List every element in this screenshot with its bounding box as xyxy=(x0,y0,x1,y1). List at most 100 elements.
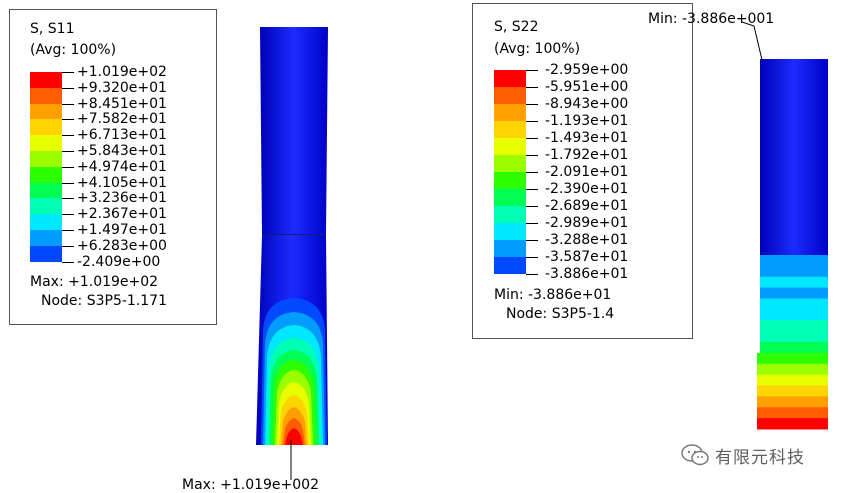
legend-value-label: +4.974e+01 xyxy=(77,158,167,175)
legend-tick xyxy=(62,87,74,89)
contour-band xyxy=(760,265,828,278)
legend-band xyxy=(30,182,62,199)
max-callout-leader xyxy=(290,440,292,480)
legend-tick xyxy=(526,104,538,105)
legend-value-label: -2.409e+00 xyxy=(77,253,161,270)
legend-value-label: -1.792e+01 xyxy=(545,147,629,163)
contour-band xyxy=(760,255,828,267)
contour-band xyxy=(757,352,828,365)
legend-ticks xyxy=(526,70,538,275)
legend-value-label: +1.497e+01 xyxy=(77,222,167,238)
contour-band xyxy=(757,418,828,430)
legend-band xyxy=(494,189,526,206)
contour-band xyxy=(760,309,828,321)
legend-value-label: +6.713e+01 xyxy=(77,127,167,144)
legend-band xyxy=(30,72,62,88)
legend-tick xyxy=(62,230,74,231)
legend-averaging: (Avg: 100%) xyxy=(494,41,581,57)
legend-value-label: -1.493e+01 xyxy=(545,130,629,146)
legend-band xyxy=(30,214,62,230)
legend-value-label: -2.989e+01 xyxy=(545,215,629,231)
legend-value-label: +1.019e+02 xyxy=(77,64,167,80)
legend-tick xyxy=(526,274,538,275)
legend-value-label: +5.843e+01 xyxy=(77,143,167,159)
min-callout-leader xyxy=(741,21,763,61)
legend-value-label: -2.390e+01 xyxy=(545,181,629,197)
legend-tick xyxy=(62,119,74,121)
legend-min-node: Node: S3P5-1.4 xyxy=(506,306,615,322)
legend-value-label: -8.943e+00 xyxy=(545,96,629,112)
legend-max-value: Max: +1.019e+02 xyxy=(30,274,159,290)
legend-value-label: -3.288e+01 xyxy=(545,232,629,248)
legend-band xyxy=(30,150,62,167)
legend-tick xyxy=(526,206,538,207)
contour-band xyxy=(757,374,828,386)
legend-title: S, S22 xyxy=(494,19,539,35)
s11-contour-bands xyxy=(261,298,327,445)
legend-color-bar xyxy=(494,70,526,274)
contour-band xyxy=(757,407,828,419)
legend-band xyxy=(494,104,526,121)
legend-tick xyxy=(62,103,74,105)
legend-max-node: Node: S3P5-1.171 xyxy=(41,293,167,309)
legend-band xyxy=(494,138,526,155)
s11-contour-model xyxy=(256,27,328,452)
upper-segment xyxy=(260,27,328,234)
s22-legend: S, S22 (Avg: 100%) -2.959e+00 -5.951e+00-… xyxy=(472,3,693,339)
contour-band xyxy=(760,331,828,343)
s11-legend: S, S11 (Avg: 100%) +1.019e+02 +9.320e+01 +… xyxy=(9,9,217,325)
legend-band xyxy=(30,166,62,183)
contour-band xyxy=(760,276,828,289)
legend-tick xyxy=(62,135,74,137)
legend-tick xyxy=(526,70,538,71)
legend-value-label: -2.959e+00 xyxy=(545,62,629,78)
min-value-callout: Min: -3.886e+001 xyxy=(648,11,775,27)
legend-tick xyxy=(62,72,74,73)
legend-tick xyxy=(62,151,74,152)
upper-segment xyxy=(760,59,828,255)
legend-tick xyxy=(526,155,538,156)
contour-band xyxy=(757,385,828,397)
legend-value-label: +3.236e+01 xyxy=(77,190,167,207)
legend-band xyxy=(30,198,62,215)
legend-value-label: -5.951e+00 xyxy=(545,79,629,95)
legend-min-value: Min: -3.886e+01 xyxy=(494,287,612,303)
legend-band xyxy=(494,257,526,274)
legend-tick xyxy=(526,189,538,190)
legend-value-label: -3.587e+01 xyxy=(545,249,629,265)
legend-band xyxy=(494,121,526,138)
legend-tick xyxy=(526,240,538,241)
legend-band xyxy=(30,229,62,246)
contour-band xyxy=(760,342,828,354)
legend-value-label: +4.105e+01 xyxy=(77,174,167,191)
legend-band xyxy=(494,155,526,172)
legend-value-label: -2.689e+01 xyxy=(545,198,629,214)
legend-tick xyxy=(526,257,538,258)
legend-value-label: +9.320e+01 xyxy=(77,79,167,96)
legend-tick xyxy=(526,223,538,224)
legend-band xyxy=(494,206,526,223)
legend-value-label: +2.367e+01 xyxy=(77,206,167,223)
legend-value-label: -3.886e+01 xyxy=(545,266,629,282)
legend-band xyxy=(494,223,526,240)
legend-value-label: -2.091e+01 xyxy=(545,164,629,180)
s22-contour-model xyxy=(757,59,828,430)
contour-band xyxy=(757,396,828,408)
legend-band xyxy=(494,240,526,257)
legend-averaging: (Avg: 100%) xyxy=(30,42,117,58)
s22-contour-bands xyxy=(757,255,828,430)
watermark: 有限元科技 xyxy=(681,441,805,469)
legend-band xyxy=(30,87,62,104)
legend-tick xyxy=(62,182,74,184)
legend-value-label: +8.451e+01 xyxy=(77,95,167,112)
legend-tick xyxy=(526,172,538,173)
contour-band xyxy=(760,298,828,310)
legend-band xyxy=(30,103,62,120)
legend-ticks xyxy=(62,72,74,263)
legend-band xyxy=(30,135,62,151)
legend-band xyxy=(494,87,526,104)
legend-title: S, S11 xyxy=(30,21,75,37)
max-value-callout: Max: +1.019e+002 xyxy=(182,477,319,493)
legend-band xyxy=(30,245,62,262)
legend-value-label: +7.582e+01 xyxy=(77,111,167,128)
